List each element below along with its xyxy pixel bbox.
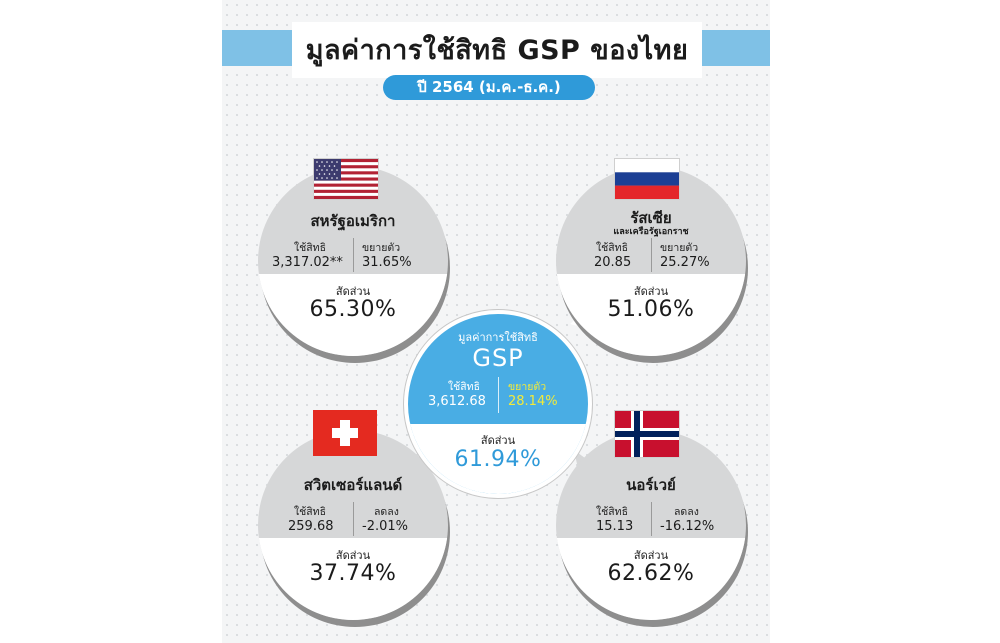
russia-card-share-area [556, 274, 746, 356]
gsp-used-value: 3,612.68 [428, 394, 486, 409]
gsp-used-label: ใช้สิทธิ [448, 381, 480, 393]
usa-card: สหรัฐอเมริกา ใช้สิทธิ 3,317.02** ขยายตัว… [258, 166, 448, 356]
russia-used-value: 20.85 [594, 255, 632, 270]
russia-divider [651, 238, 652, 272]
gsp-title: มูลค่าการใช้สิทธิ [458, 331, 538, 344]
usa-flag-icon [313, 158, 379, 200]
russia-flag-icon [614, 158, 680, 200]
usa-used-value: 3,317.02** [272, 255, 343, 270]
gsp-share-label: สัดส่วน [480, 434, 516, 447]
usa-share-label: สัดส่วน [335, 285, 371, 298]
norway-card-share-area [556, 538, 746, 620]
norway-change-label: ลดลง [674, 506, 699, 518]
norway-used-label: ใช้สิทธิ [596, 506, 628, 518]
usa-change-value: 31.65% [362, 255, 412, 270]
norway-change-value: -16.12% [660, 519, 715, 534]
norway-share-value: 62.62% [607, 561, 695, 586]
period-badge: ปี 2564 (ม.ค.-ธ.ค.) [383, 75, 595, 100]
gsp-divider [498, 377, 499, 413]
russia-change-label: ขยายตัว [660, 242, 699, 254]
usa-used-label: ใช้สิทธิ [294, 242, 326, 254]
switzerland-share-label: สัดส่วน [335, 549, 371, 562]
usa-card-share-area [258, 274, 448, 356]
page-title: มูลค่าการใช้สิทธิ GSP ของไทย [305, 35, 689, 66]
gsp-change-value: 28.14% [508, 394, 558, 409]
switzerland-used-value: 259.68 [288, 519, 334, 534]
title-plate [292, 22, 702, 78]
usa-country-name: สหรัฐอเมริกา [310, 212, 396, 230]
switzerland-change-value: -2.01% [362, 519, 408, 534]
gsp-summary-circle: มูลค่าการใช้สิทธิ GSP ใช้สิทธิ 3,612.68 … [404, 310, 592, 498]
switzerland-flag-icon [313, 410, 377, 456]
gsp-share-value: 61.94% [454, 447, 542, 472]
switzerland-country-name: สวิตเซอร์แลนด์ [303, 476, 403, 494]
norway-divider [651, 502, 652, 536]
gsp-share-area [408, 424, 588, 494]
russia-country-name: รัสเซีย [630, 209, 672, 227]
norway-flag-icon [614, 410, 680, 458]
norway-used-value: 15.13 [596, 519, 634, 534]
switzerland-used-label: ใช้สิทธิ [294, 506, 326, 518]
russia-country-subname: และเครือรัฐเอกราช [613, 227, 689, 237]
switzerland-change-label: ลดลง [374, 506, 399, 518]
usa-share-value: 65.30% [309, 297, 397, 322]
gsp-change-label: ขยายตัว [508, 381, 547, 393]
russia-change-value: 25.27% [660, 255, 710, 270]
gsp-name: GSP [472, 344, 524, 372]
usa-divider [353, 238, 354, 272]
switzerland-card: สวิตเซอร์แลนด์ ใช้สิทธิ 259.68 ลดลง -2.0… [258, 430, 448, 620]
usa-change-label: ขยายตัว [362, 242, 401, 254]
switzerland-share-value: 37.74% [309, 561, 397, 586]
switzerland-card-share-area [258, 538, 448, 620]
russia-used-label: ใช้สิทธิ [596, 242, 628, 254]
norway-country-name: นอร์เวย์ [626, 476, 676, 494]
switzerland-divider [353, 502, 354, 536]
norway-share-label: สัดส่วน [633, 549, 669, 562]
russia-share-label: สัดส่วน [633, 285, 669, 298]
russia-share-value: 51.06% [607, 297, 695, 322]
